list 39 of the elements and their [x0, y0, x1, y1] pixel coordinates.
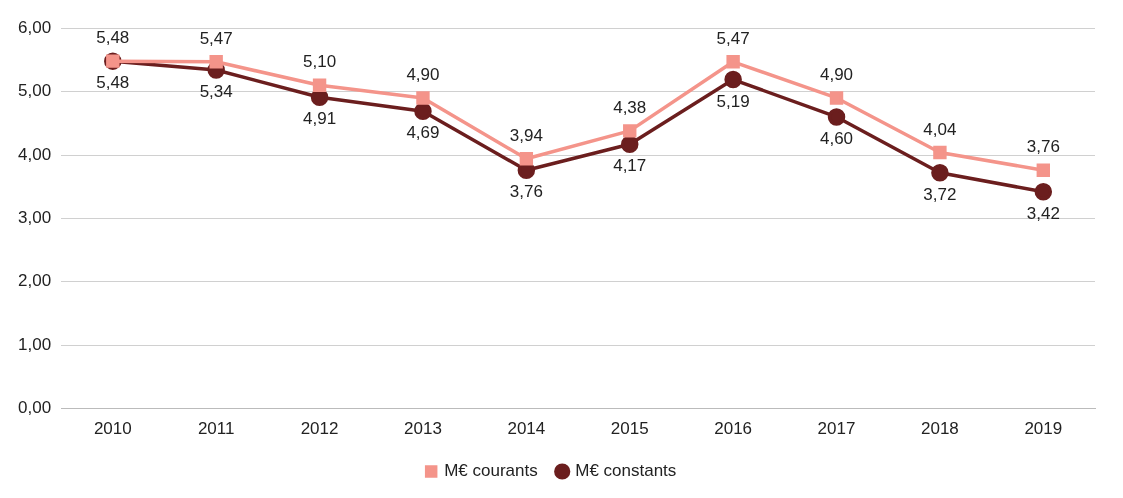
x-tick-label: 2016	[714, 419, 753, 439]
x-tick-label: 2014	[507, 419, 546, 439]
y-tick-label: 5,00	[17, 81, 52, 101]
data-label: 5,48	[96, 28, 130, 48]
data-label: 3,94	[509, 125, 543, 145]
x-tick-label: 2010	[93, 419, 132, 439]
y-tick-label: 6,00	[17, 17, 52, 37]
data-label: 4,90	[819, 65, 854, 85]
data-label: 4,04	[923, 119, 957, 139]
data-label: 5,48	[96, 73, 130, 93]
legend-label: M€ courants	[444, 461, 538, 481]
y-tick-label: 1,00	[17, 334, 52, 354]
data-label: 3,76	[509, 182, 543, 202]
data-label: 4,90	[406, 65, 440, 85]
data-label: 3,72	[923, 184, 957, 204]
data-label: 4,38	[613, 98, 647, 118]
legend-label: M€ constants	[575, 461, 677, 481]
y-tick-label: 3,00	[17, 208, 52, 228]
data-label: 3,76	[1026, 137, 1060, 157]
data-label: 5,47	[716, 28, 750, 48]
x-tick-label: 2013	[404, 419, 442, 439]
x-tick-label: 2018	[921, 419, 959, 439]
x-tick-label: 2019	[1024, 419, 1063, 439]
y-tick-label: 4,00	[17, 144, 52, 164]
data-label: 4,69	[406, 123, 440, 143]
x-tick-label: 2017	[817, 419, 856, 439]
data-label: 4,60	[819, 129, 854, 149]
data-label: 4,91	[303, 109, 337, 129]
x-tick-label: 2015	[610, 419, 649, 439]
data-label: 5,19	[716, 91, 750, 111]
x-tick-label: 2012	[300, 419, 339, 439]
y-tick-label: 2,00	[17, 271, 52, 291]
data-label: 3,42	[1026, 203, 1060, 223]
y-tick-label: 0,00	[17, 398, 52, 418]
data-label: 5,47	[199, 28, 233, 48]
data-label: 5,34	[199, 82, 233, 102]
data-label: 4,17	[613, 156, 647, 176]
x-tick-label: 2011	[197, 419, 235, 439]
data-label: 5,10	[303, 52, 337, 72]
